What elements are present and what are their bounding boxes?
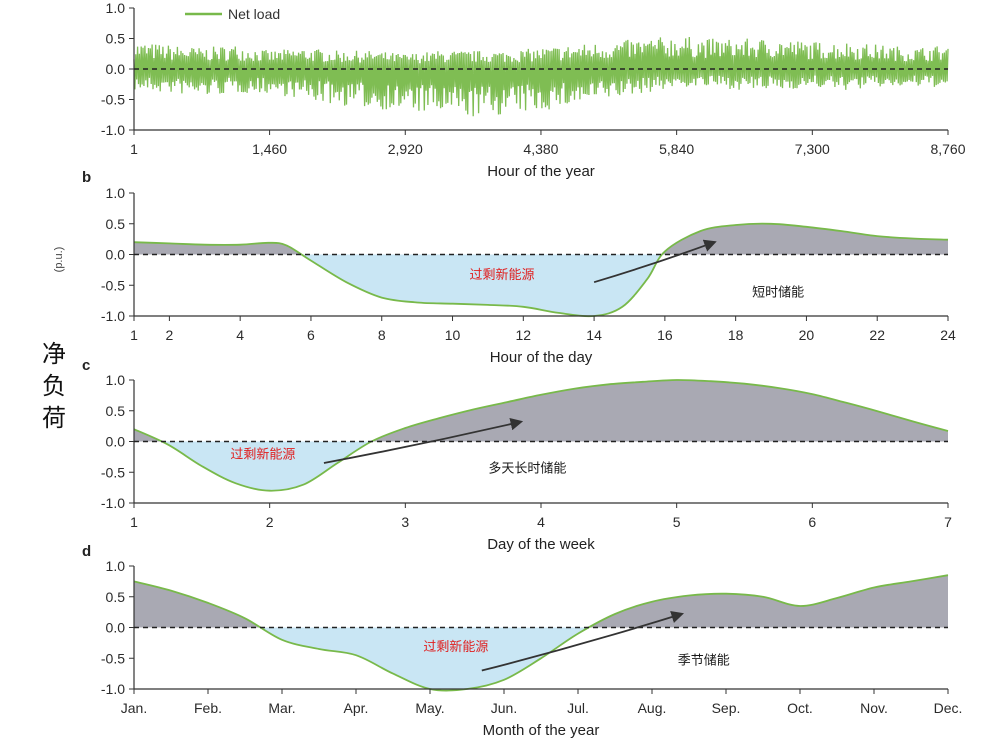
storage-arrow [323,417,524,464]
annotation-storage-type: 多天长时储能 [488,460,566,475]
x-tick-label: Feb. [194,700,222,716]
x-tick-label: 7 [944,514,952,530]
x-tick-label: 10 [445,327,461,343]
storage-arrow [481,610,685,672]
x-tick-label: 24 [940,327,956,343]
area-negative-surplus [134,441,948,491]
y-tick-label: 1.0 [106,558,126,574]
side-label-char-3: 荷 [42,404,66,432]
panel-letter: d [82,543,91,560]
x-tick-label: 7,300 [795,141,830,157]
x-tick-label: 4 [537,514,545,530]
x-tick-label: Mar. [268,700,295,716]
x-tick-label: 3 [401,514,409,530]
annotation-surplus-renewables: 过剩新能源 [423,639,488,654]
x-tick-label: 2,920 [388,141,423,157]
y-tick-label: -0.5 [101,464,125,480]
y-tick-label: -1.0 [101,308,125,324]
x-tick-label: 16 [657,327,673,343]
x-tick-label: Aug. [638,700,667,716]
annotation-surplus-renewables: 过剩新能源 [230,447,295,462]
y-tick-label: 0.5 [106,403,126,419]
panel-d-month-of-year: -1.0 -0.5 0.0 0.5 1.0 Jan. Feb. Mar. Apr. May. Jun… [82,543,962,739]
x-tick-label: Sep. [712,700,741,716]
y-tick-label: 1.0 [106,185,126,201]
area-positive-net-load [134,223,948,255]
panel-b-hour-of-day: -1.0-0.50.00.51.01 2 4 6 8 10 12 14 16 18 20 22 24Ho… [53,169,956,366]
x-axis-title: Hour of the day [490,349,593,366]
x-axis-title: Hour of the year [487,163,595,180]
y-tick-label: 0.5 [106,216,126,232]
annotation-storage-type: 季节储能 [678,652,730,667]
x-tick-label: 4 [236,327,244,343]
x-tick-label: 4,380 [523,141,558,157]
x-tick-label: 1 [130,327,138,343]
x-tick-label: 8 [378,327,386,343]
y-tick-label: -0.5 [101,650,125,666]
y-tick-label: 1.0 [106,372,126,388]
y-tick-label: 0.5 [106,31,126,47]
x-tick-label: 12 [516,327,532,343]
x-tick-label: 22 [869,327,885,343]
x-axis-title: Month of the year [483,722,600,739]
panel-letter: b [82,169,91,186]
x-tick-label: 14 [586,327,602,343]
x-tick-label: Nov. [860,700,888,716]
legend-label-net-load: Net load [228,6,280,22]
y-tick-label: 0.5 [106,589,126,605]
area-positive-net-load [134,575,948,628]
x-tick-label: 2 [165,327,173,343]
x-tick-label: 1 [130,141,138,157]
x-tick-label: Apr. [344,700,369,716]
y-axis-unit: (p.u.) [53,247,65,273]
storage-arrow [593,239,717,284]
y-tick-label: -1.0 [101,681,125,697]
series-line [133,574,949,692]
y-tick-label: 0.0 [106,620,126,636]
x-tick-label: 6 [808,514,816,530]
y-tick-label: 1.0 [106,0,126,16]
x-tick-label: Oct. [787,700,813,716]
series-line [133,379,949,492]
panel-letter: c [82,357,90,374]
y-tick-label: 0.0 [106,61,126,77]
x-axis-title: Day of the week [487,536,595,553]
x-tick-label: 6 [307,327,315,343]
series-net-load [133,36,949,117]
side-label-char-1: 净 [42,340,66,368]
x-tick-label: 1 [130,514,138,530]
panel-a-net-load-year: -1.0 -0.5 0.0 0.5 1.0 1 1,460 2,920 4,380 5,840 7,… [101,0,966,180]
y-tick-label: 0.0 [106,247,126,263]
x-tick-label: 1,460 [252,141,287,157]
x-tick-label: 5 [673,514,681,530]
annotation-storage-type: 短时储能 [752,284,804,299]
x-tick-label: 8,760 [930,141,965,157]
side-label-char-2: 负 [42,372,66,400]
y-tick-label: 0.0 [106,434,126,450]
area-positive-net-load [134,379,948,442]
x-tick-label: 5,840 [659,141,694,157]
panel-c-day-of-week: -1.0 -0.5 0.0 0.5 1.0 1 2 3 4 5 6 7 Day of the week c… [82,357,952,553]
x-tick-label: Jun. [491,700,517,716]
series-line [133,222,949,318]
y-tick-label: -0.5 [101,92,125,108]
y-tick-label: -1.0 [101,122,125,138]
y-tick-label: -1.0 [101,495,125,511]
x-tick-label: 18 [728,327,744,343]
x-tick-label: Dec. [934,700,963,716]
x-tick-label: Jul. [567,700,589,716]
y-tick-label: -0.5 [101,277,125,293]
x-tick-label: 20 [799,327,815,343]
x-tick-label: May. [415,700,444,716]
area-negative-surplus [134,254,948,317]
annotation-surplus-renewables: 过剩新能源 [470,267,535,282]
area-negative-surplus [134,627,948,691]
x-tick-label: 2 [266,514,274,530]
x-tick-label: Jan. [121,700,147,716]
